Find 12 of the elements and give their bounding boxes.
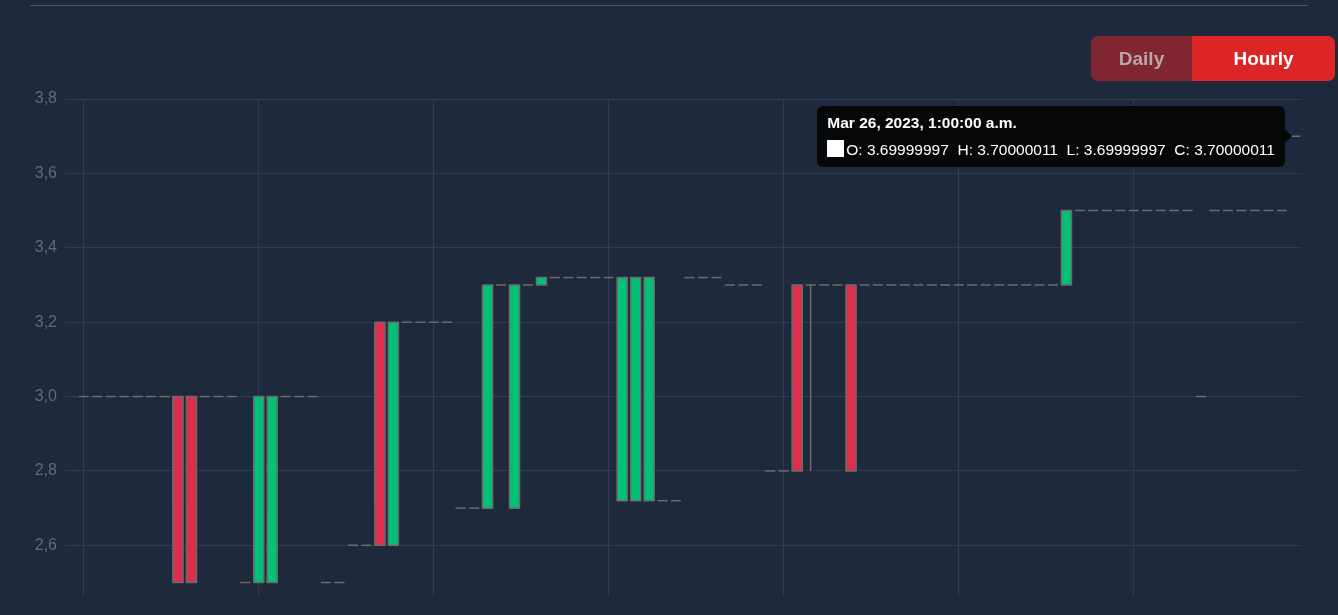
y-tick-label: 3,6 [34,163,58,181]
y-tick-label: 3,2 [34,312,58,330]
y-tick-label: 2,8 [34,461,58,479]
y-tick-label: 2,6 [34,535,58,553]
text: Daily [1091,36,1192,81]
annotation: Mar 26, 2023, 1:00:00 a.m. [827,113,1018,132]
annotation: O: 3.69999997 H: 3.70000011 L: 3.69999997 C: 3.70000011 [846,140,1275,158]
y-tick-label: 3,8 [34,89,58,107]
y-tick-label: 3,0 [34,386,58,404]
text: Hourly [1192,36,1335,81]
candlestick [804,284,817,472]
y-tick-label: 3,4 [34,238,58,256]
